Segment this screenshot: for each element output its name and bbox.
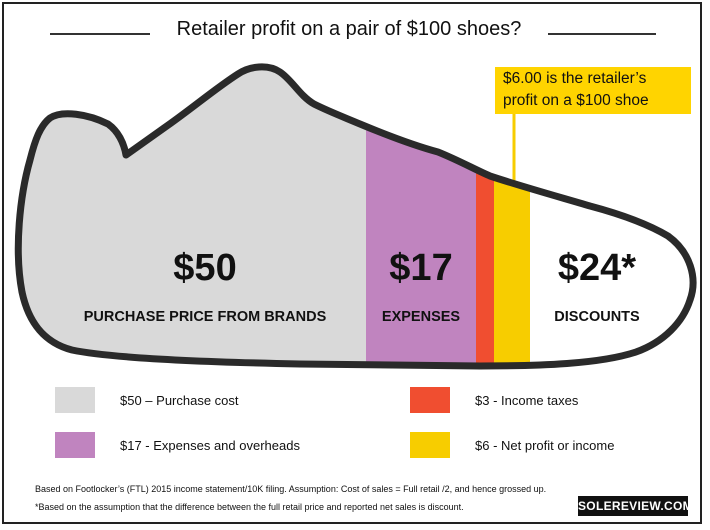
- value-label-expenses: $17: [389, 247, 452, 289]
- callout-line-1: $6.00 is the retailer’s: [503, 70, 647, 87]
- caption-discounts: DISCOUNTS: [554, 309, 640, 325]
- legend-swatch-purchase: [55, 387, 95, 413]
- segment-expenses: [366, 66, 476, 367]
- title-area: Retailer profit on a pair of $100 shoes?: [0, 18, 710, 48]
- brand-logo: SOLEREVIEW.COM: [578, 496, 693, 516]
- footnote-discount: *Based on the assumption that the differ…: [35, 502, 464, 512]
- legend-label-expenses: $17 - Expenses and overheads: [120, 438, 300, 453]
- chart-title: Retailer profit on a pair of $100 shoes?: [176, 18, 522, 40]
- value-label-discounts: $24*: [558, 247, 636, 289]
- segment-taxes: [476, 66, 494, 367]
- caption-purchase: PURCHASE PRICE FROM BRANDS: [84, 309, 327, 325]
- legend-swatch-expenses: [55, 432, 95, 458]
- legend-label-taxes: $3 - Income taxes: [475, 393, 579, 408]
- title-rule-right: [548, 33, 656, 35]
- footnote-source: Based on Footlocker’s (FTL) 2015 income …: [35, 484, 547, 494]
- legend-label-profit: $6 - Net profit or income: [475, 438, 615, 453]
- shoe-outline: [14, 63, 697, 370]
- title-rule-left: [50, 33, 150, 35]
- legend-swatch-taxes: [410, 387, 450, 413]
- legend-label-purchase: $50 – Purchase cost: [120, 393, 239, 408]
- caption-expenses: EXPENSES: [382, 309, 460, 325]
- profit-callout: $6.00 is the retailer’s profit on a $100…: [495, 67, 691, 114]
- value-label-purchase: $50: [173, 247, 236, 289]
- legend-swatch-profit: [410, 432, 450, 458]
- callout-line-2: profit on a $100 shoe: [503, 92, 649, 109]
